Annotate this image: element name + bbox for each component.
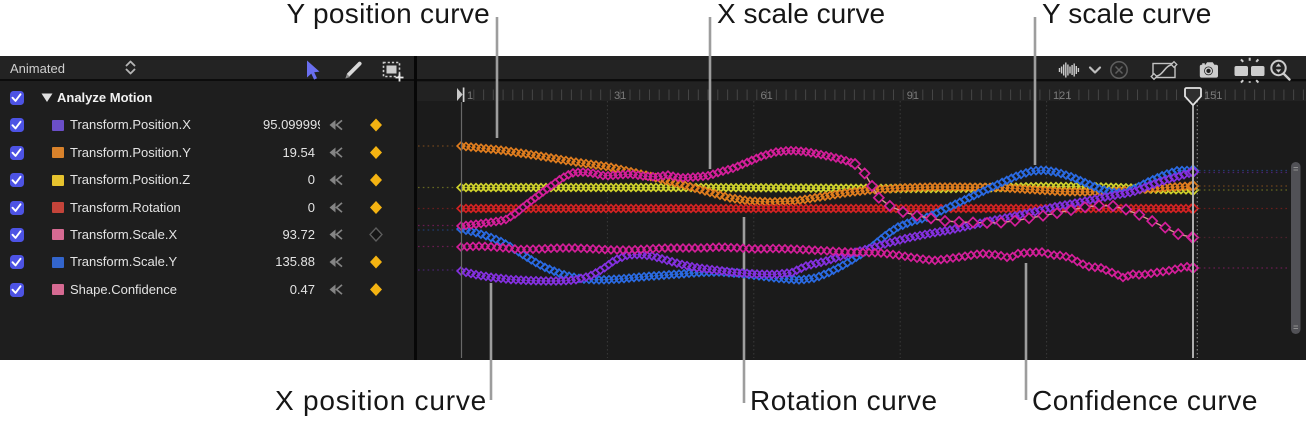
svg-text:121: 121 xyxy=(1053,90,1071,102)
svg-text:61: 61 xyxy=(761,90,773,102)
svg-text:151: 151 xyxy=(1204,90,1222,102)
svg-text:91: 91 xyxy=(907,90,919,102)
svg-text:1: 1 xyxy=(467,90,473,102)
svg-text:31: 31 xyxy=(614,90,626,102)
